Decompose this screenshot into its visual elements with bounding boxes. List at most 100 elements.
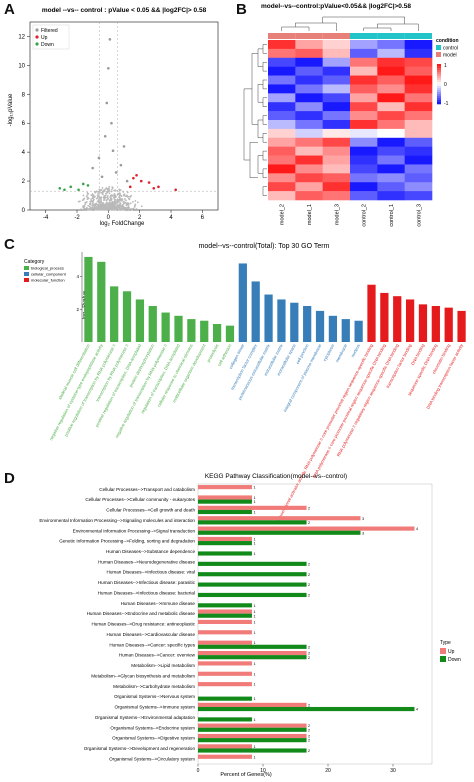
c-bar	[238, 263, 247, 342]
panel-d-letter: D	[4, 470, 15, 487]
a-filtered-point	[107, 197, 110, 200]
b-heat-cell	[377, 120, 405, 130]
a-legend-label-0: Filtered	[41, 28, 58, 34]
c-bar	[405, 299, 415, 342]
a-ytick-label-6: 12	[18, 34, 25, 40]
b-scale-cell	[437, 84, 441, 87]
a-filtered-point	[119, 207, 122, 210]
a-filtered-point	[123, 194, 125, 197]
a-filtered-point	[116, 190, 119, 192]
c-bar	[84, 256, 93, 342]
a-filtered-point	[125, 204, 128, 207]
b-heat-cell	[404, 173, 433, 183]
d-bar-down	[198, 727, 307, 732]
a-filtered-point	[129, 195, 132, 198]
a-filtered-point	[110, 207, 113, 210]
a-filtered-point	[101, 186, 104, 189]
b-heat-cell	[404, 84, 433, 94]
d-bar-up	[198, 733, 307, 739]
a-filtered-point	[125, 194, 128, 197]
a-filtered-point	[132, 200, 134, 203]
panel-a-title: model --vs-- control : pValue < 0.05 && …	[42, 7, 207, 14]
d-bar-down-label: 1	[253, 511, 255, 515]
b-scale-cell	[437, 80, 441, 83]
a-point-filtered	[97, 156, 101, 160]
a-filtered-point	[105, 202, 108, 205]
b-heat-cell	[268, 111, 296, 121]
d-category-label: Human Diseases-->Cancer: specific types	[109, 642, 195, 647]
panel-c-legend: Categorybiological_processcellular_compo…	[24, 259, 67, 283]
a-filtered-point	[104, 206, 107, 209]
c-bar	[212, 324, 222, 342]
d-category-label: Metabolism-->Glycan biosynthesis and met…	[91, 673, 195, 678]
c-bar	[341, 319, 350, 342]
c-legend-swatch-0	[24, 266, 29, 270]
a-filtered-point	[117, 206, 120, 209]
b-heat-cell	[295, 155, 323, 165]
c-bar	[174, 315, 183, 342]
d-bar-down-label: 1	[253, 614, 255, 618]
b-heat-cell	[350, 155, 378, 165]
d-bar-up	[198, 754, 252, 759]
b-heat-cell	[404, 40, 433, 50]
b-heat-cell	[350, 102, 378, 112]
a-point-up	[132, 176, 135, 180]
a-filtered-point	[114, 189, 117, 191]
a-legend-marker-0	[35, 28, 39, 32]
b-heat-cell	[377, 75, 405, 85]
d-bar-up-label: 1	[253, 662, 255, 666]
c-bar	[290, 302, 299, 342]
a-filtered-point	[98, 200, 101, 203]
b-heat-cell	[404, 120, 433, 130]
d-legend-title: Type	[440, 640, 451, 646]
d-bar-down	[198, 499, 252, 504]
b-scale-cell	[437, 94, 441, 97]
b-heat-cell	[404, 66, 433, 76]
d-bar-up	[198, 630, 252, 635]
b-heat-cell	[350, 128, 378, 139]
d-bar-up	[198, 536, 252, 542]
b-heat-cell	[268, 146, 296, 156]
a-filtered-point	[120, 194, 123, 197]
a-plot-frame	[29, 21, 219, 211]
b-heat-cell	[377, 164, 405, 174]
b-heat-cell	[322, 57, 351, 67]
a-filtered-point	[126, 191, 129, 194]
a-filtered-point	[110, 188, 113, 191]
d-bar-down-label: 2	[308, 749, 310, 753]
b-scale-tick-1: 0	[444, 82, 447, 88]
b-heat-cell	[377, 173, 405, 183]
a-filtered-point	[116, 193, 119, 196]
a-xtick-label-3: 2	[138, 215, 142, 221]
b-heat-cell	[268, 57, 296, 67]
b-condition-cell	[322, 33, 350, 39]
b-heat-cell	[404, 48, 433, 59]
b-scale-cell	[437, 72, 441, 75]
a-filtered-point	[114, 202, 117, 205]
c-category-label: nucleus	[350, 343, 361, 358]
a-filtered-point	[99, 205, 102, 208]
b-scale-cell	[437, 100, 441, 103]
c-bar	[251, 281, 260, 342]
a-filtered-point	[105, 192, 107, 195]
b-scale-tick-2: -1	[444, 101, 449, 107]
a-filtered-point	[91, 195, 94, 198]
d-category-label: Human Diseases-->Cardiovascular disease	[107, 632, 196, 637]
b-heat-cell	[350, 173, 378, 183]
b-heat-cell	[295, 137, 323, 147]
b-row-dendrogram	[243, 44, 267, 196]
b-heat-cell	[404, 146, 433, 156]
a-filtered-point	[115, 195, 117, 198]
b-scale-cell	[437, 90, 441, 93]
b-heat-cell	[322, 48, 351, 59]
b-heat-cell	[322, 173, 351, 183]
c-category-label: positive regulation of transcription by …	[63, 343, 116, 437]
b-heat-cell	[268, 173, 296, 183]
c-bar	[444, 307, 453, 342]
a-filtered-point	[115, 206, 118, 209]
a-filtered-point	[96, 194, 99, 197]
b-heat-cell	[322, 84, 351, 94]
a-xtick-label-2: 0	[107, 215, 111, 221]
